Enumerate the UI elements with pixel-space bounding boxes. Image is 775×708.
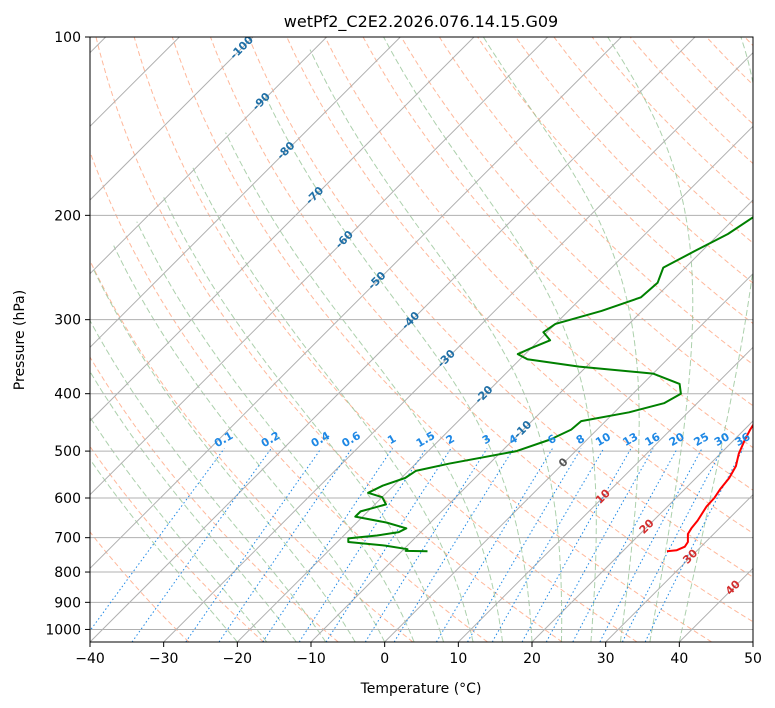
y-tick-label: 600: [54, 491, 81, 507]
dry-adiabat-line: [171, 37, 712, 642]
isotherm-line: [531, 420, 753, 642]
isotherm-line: [90, 37, 475, 422]
dry-adiabat-line: [286, 37, 753, 534]
isotherm-line: [90, 37, 622, 570]
y-tick-label: 1000: [45, 622, 81, 638]
sounding-profiles: [347, 216, 753, 553]
moist-adiabat-line: [136, 221, 415, 642]
dry-adiabat-line: [95, 37, 563, 642]
mixing-ratio-line: [491, 448, 605, 642]
mixing-ratio-line: [131, 448, 272, 642]
moist-adiabat-line: [191, 165, 474, 642]
dry-adiabat-line: [90, 259, 414, 642]
dry-adiabat-line: [133, 37, 638, 642]
x-tick-label: −30: [149, 651, 179, 667]
x-axis-ticks: −40 −30 −20 −10 0 10 20 30 40 50: [75, 642, 762, 667]
isotherm-line: [90, 37, 254, 201]
x-tick-label: −40: [75, 651, 105, 667]
x-axis-label: Temperature (°C): [360, 681, 482, 697]
moist-adiabat-line: [482, 37, 640, 642]
dry-adiabat-line: [90, 356, 339, 642]
y-axis-ticks: 100 200 300 400 500 600 700 800 900 1000: [45, 30, 90, 638]
mixing-ratio-line: [298, 448, 427, 642]
dry-adiabat-line: [90, 150, 488, 642]
x-tick-label: 50: [744, 651, 762, 667]
temperature-profile-line: [666, 423, 753, 553]
moist-adiabat-line: [383, 37, 597, 642]
x-tick-label: −10: [296, 651, 326, 667]
mixing-ratio-line: [185, 448, 322, 642]
mixing-ratio-line: [325, 448, 452, 642]
dry-adiabat-line: [591, 37, 753, 204]
y-tick-label: 500: [54, 444, 81, 460]
y-tick-label: 400: [54, 387, 81, 403]
moist-adiabat-line: [113, 245, 386, 642]
mixing-ratio-line: [644, 448, 744, 642]
isobar-gridlines: [90, 37, 753, 630]
isotherm-line: [90, 37, 328, 275]
x-tick-label: −20: [223, 651, 253, 667]
isotherm-line: [457, 346, 753, 642]
mixing-ratio-line: [364, 448, 488, 642]
dry-adiabat-line: [210, 37, 753, 623]
dry-adiabat-line: [90, 531, 190, 642]
isotherm-line: [90, 37, 401, 349]
mixing-ratio-line: [90, 448, 225, 632]
mixing-ratio-line: [393, 448, 515, 642]
moist-adiabat-line: [607, 37, 694, 642]
moist-adiabat-line: [90, 319, 327, 642]
plot-area: [90, 37, 753, 642]
x-tick-label: 10: [449, 651, 467, 667]
isotherm-lines: [90, 37, 753, 642]
dry-adiabat-line: [248, 37, 753, 578]
y-tick-label: 800: [54, 565, 81, 581]
x-tick-label: 20: [523, 651, 541, 667]
moist-adiabat-line: [678, 37, 753, 642]
dry-adiabat-line: [553, 37, 753, 244]
mixing-ratio-lines: [90, 448, 744, 642]
plot-content: -100-90-80-70-60-50-40-30-20-10010203040…: [90, 37, 753, 642]
y-tick-label: 200: [54, 208, 81, 224]
moist-adiabat-line: [309, 49, 563, 642]
dry-adiabat-line: [438, 37, 753, 365]
isotherm-line: [90, 37, 549, 496]
isotherm-line: [90, 37, 696, 642]
y-tick-label: 900: [54, 595, 81, 611]
dry-adiabat-line: [324, 37, 753, 491]
y-tick-label: 100: [54, 30, 81, 46]
isotherm-line: [605, 493, 753, 642]
isotherm-line: [384, 272, 753, 642]
mixing-ratio-line: [599, 448, 703, 642]
moist-adiabats: [90, 37, 753, 642]
isotherm-line: [163, 51, 753, 642]
dry-adiabat-line: [477, 37, 753, 325]
moist-adiabat-line: [90, 458, 238, 642]
mixing-ratio-line: [262, 448, 393, 642]
moist-adiabat-line: [264, 94, 533, 642]
y-tick-label: 700: [54, 531, 81, 547]
dewpoint-profile-line: [347, 216, 753, 553]
x-tick-label: 40: [670, 651, 688, 667]
mixing-ratio-line: [572, 448, 678, 642]
chart-title: wetPf2_C2E2.2026.076.14.15.G09: [284, 12, 558, 32]
mixing-ratio-line: [621, 448, 723, 642]
dry-adiabat-line: [400, 37, 753, 407]
x-tick-label: 30: [597, 651, 615, 667]
isotherm-line: [310, 199, 753, 642]
isotherm-line: [752, 641, 753, 642]
y-tick-label: 300: [54, 313, 81, 329]
mixing-ratio-line: [218, 448, 353, 642]
plot-frame: [89, 36, 754, 643]
x-tick-label: 0: [380, 651, 389, 667]
y-axis-label: Pressure (hPa): [12, 290, 28, 390]
isotherm-line: [236, 125, 753, 642]
moist-adiabat-line: [162, 195, 445, 642]
mixing-ratio-line: [467, 448, 582, 642]
moist-adiabat-line: [92, 267, 356, 642]
moist-adiabat-line: [90, 416, 268, 642]
